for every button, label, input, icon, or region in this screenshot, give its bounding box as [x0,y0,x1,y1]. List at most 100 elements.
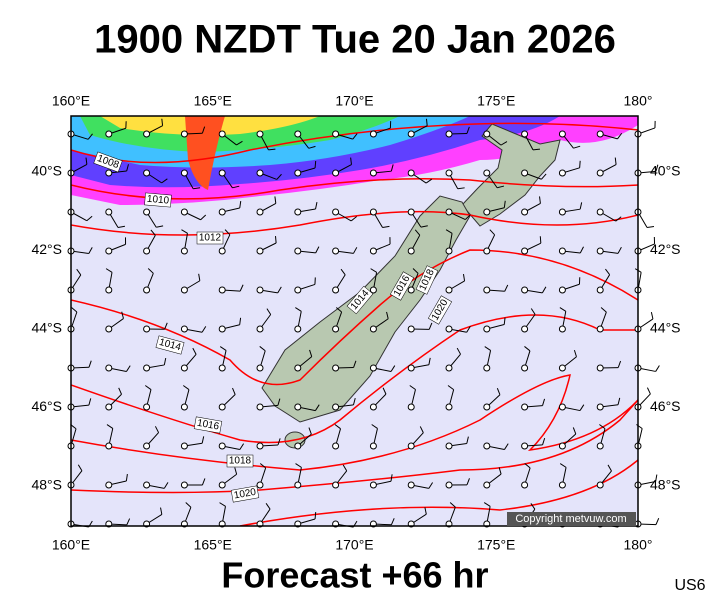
barb-flag [239,317,242,325]
isobar-label-box [193,416,223,434]
barb-flag [386,311,389,319]
barb-station [143,286,151,294]
barb-station [369,364,377,372]
barb-flag [483,502,491,507]
barb-station [558,364,566,372]
barb-station [143,364,151,372]
barb-station [180,130,188,138]
isobar-label-box [230,485,260,503]
barb-flag [573,145,581,149]
barb-station [558,247,566,255]
barb-flag [530,503,536,510]
barb-flag [447,385,454,391]
barb-station [521,442,529,450]
barb-flag [428,357,431,365]
latitude-label: 46°S [650,398,681,414]
barb-flag [126,518,131,526]
barb-station [407,364,415,372]
barb-station [218,169,226,177]
isobar-label-box [144,192,172,208]
barb-flag [274,196,277,204]
latitude-label: 40°S [650,163,681,179]
barb-station [105,325,113,333]
barb-station [180,481,188,489]
barb-flag [524,463,531,469]
barb-station [180,364,188,372]
barb-station [218,442,226,450]
barb-flag [542,398,546,406]
isobar-label: 1012 [196,231,224,245]
barb-flag [163,482,169,489]
barb-flag [295,463,302,468]
barb-station [596,208,604,216]
barb-flag [234,467,238,475]
barb-station [180,247,188,255]
barb-station [558,286,566,294]
barb-flag [340,268,346,276]
barb-station [143,130,151,138]
barb-station [294,169,302,177]
barb-station [558,130,566,138]
barb-station [218,130,226,138]
barb-flag [409,385,416,390]
barb-station [445,130,453,138]
barb-station [369,130,377,138]
barb-flag [607,464,612,472]
barb-flag [126,164,129,172]
barb-flag [277,286,282,294]
barb-flag [617,360,622,368]
barb-station [332,169,340,177]
barb-flag [185,502,192,508]
barb-flag [500,141,508,146]
barb-station [445,364,453,372]
barb-flag [182,385,190,390]
barb-flag [150,229,156,236]
barb-station [143,442,151,450]
barb-flag [154,426,160,433]
barb-flag [600,307,607,313]
barb-station [445,403,453,411]
longitude-label: 180° [624,93,653,109]
barb-station [332,247,340,255]
barb-station [483,481,491,489]
barb-station [294,325,302,333]
barb-flag [144,385,152,390]
barb-flag [532,148,541,151]
latitude-label: 42°S [31,241,62,257]
wind-barbs [67,118,660,528]
barb-station [105,247,113,255]
barb-flag [232,387,236,395]
isobar-value: 1012 [199,233,222,244]
barb-flag [464,214,471,220]
barb-station [483,169,491,177]
barb-flag [425,178,433,184]
barb-station [105,208,113,216]
barb-flag [266,308,272,315]
barb-flag [424,507,427,515]
barb-station [596,130,604,138]
latitude-label: 42°S [650,241,681,257]
barb-station [256,442,264,450]
barb-flag [335,307,342,313]
barb-flag [315,404,320,411]
barb-station [596,247,604,255]
barb-station [407,442,415,450]
barb-station [105,130,113,138]
barb-station [105,169,113,177]
barb-station [445,325,453,333]
isobar-value: 1018 [229,456,252,467]
barb-station [218,247,226,255]
barb-flag [617,132,623,140]
barb-flag [192,347,197,355]
map-frame [70,115,639,527]
barb-flag [308,427,312,435]
barb-station [483,442,491,450]
barb-station [445,481,453,489]
barb-station [180,325,188,333]
barb-flag [156,225,164,228]
barb-station [596,364,604,372]
latitude-label: 46°S [31,398,62,414]
barb-station [558,325,566,333]
barb-station [445,169,453,177]
